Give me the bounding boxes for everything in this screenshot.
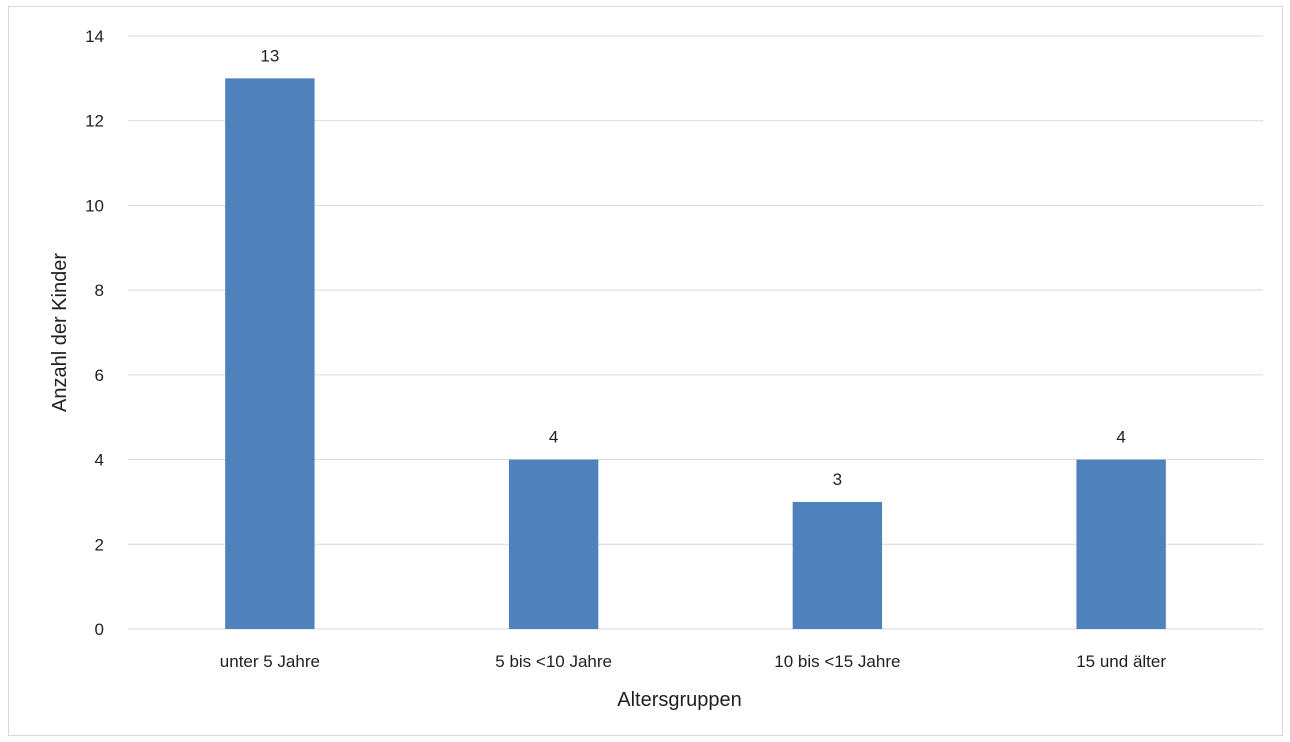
y-axis-ticks: 0 2 4 6 8 10 12 14 xyxy=(85,27,104,639)
data-label: 4 xyxy=(549,428,558,447)
x-axis-title: Altersgruppen xyxy=(617,689,742,711)
y-tick-label: 0 xyxy=(95,620,104,639)
x-tick-label: unter 5 Jahre xyxy=(220,652,320,671)
bar xyxy=(508,459,599,629)
data-labels: 13 4 3 4 xyxy=(260,46,1125,489)
data-label: 13 xyxy=(260,46,279,65)
x-tick-label: 10 bis <15 Jahre xyxy=(774,652,900,671)
data-label: 3 xyxy=(833,470,842,489)
bar xyxy=(792,501,883,629)
y-tick-label: 8 xyxy=(95,281,104,300)
y-tick-label: 2 xyxy=(95,535,104,554)
y-tick-label: 10 xyxy=(85,196,104,215)
chart-frame xyxy=(8,6,1283,736)
bar xyxy=(1076,459,1166,629)
gridlines xyxy=(128,35,1263,630)
x-tick-label: 15 und älter xyxy=(1076,652,1166,671)
y-tick-label: 4 xyxy=(95,451,104,470)
bar xyxy=(225,78,315,630)
y-tick-label: 6 xyxy=(95,366,104,385)
y-tick-label: 14 xyxy=(85,27,104,46)
x-tick-label: 5 bis <10 Jahre xyxy=(495,652,612,671)
bars xyxy=(225,78,1166,630)
data-label: 4 xyxy=(1116,428,1125,447)
x-axis-ticks: unter 5 Jahre 5 bis <10 Jahre 10 bis <15 J… xyxy=(220,652,1167,671)
y-axis-title: Anzahl der Kinder xyxy=(49,253,71,412)
y-tick-label: 12 xyxy=(85,112,104,131)
